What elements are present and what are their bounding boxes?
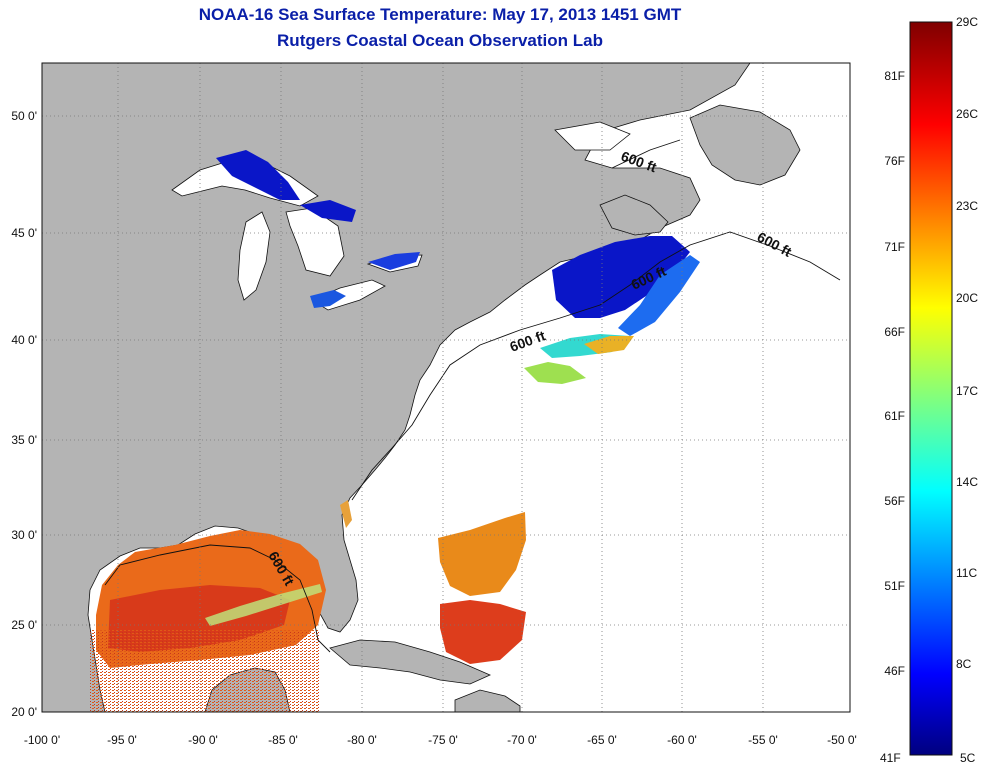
lon-tick-label: -65 0' — [587, 733, 617, 747]
land-north-america — [42, 63, 751, 712]
sst-loop-current-streak — [205, 584, 322, 626]
land-newfoundland — [689, 104, 801, 186]
lat-tick-label: 30 0' — [11, 528, 37, 542]
land-hispaniola — [454, 689, 521, 712]
sst-lake-erie — [310, 290, 346, 308]
celsius-label: 5C — [960, 751, 976, 765]
lake-michigan — [237, 211, 271, 301]
longitude-axis: -100 0' -95 0' -90 0' -85 0' -80 0' -75 … — [24, 733, 857, 747]
map-grid — [42, 63, 850, 712]
map-subtitle: Rutgers Coastal Ocean Observation Lab — [277, 31, 603, 50]
fahrenheit-label: 61F — [884, 409, 905, 423]
gulf-st-lawrence — [554, 121, 631, 151]
celsius-label: 8C — [956, 657, 972, 671]
sst-sargasso-north — [438, 512, 526, 596]
lat-tick-label: 20 0' — [11, 705, 37, 719]
lon-tick-label: -80 0' — [347, 733, 377, 747]
fahrenheit-label: 56F — [884, 494, 905, 508]
sst-lake-superior — [216, 150, 300, 200]
fahrenheit-label: 51F — [884, 579, 905, 593]
sst-sargasso-south — [440, 600, 526, 664]
map-frame — [41, 62, 851, 713]
celsius-label: 20C — [956, 291, 978, 305]
lat-tick-label: 25 0' — [11, 618, 37, 632]
celsius-label: 17C — [956, 384, 978, 398]
colorbar-celsius-labels: 29C 26C 23C 20C 17C 14C 11C 8C 5C — [956, 15, 978, 765]
celsius-label: 29C — [956, 15, 978, 29]
sst-slope-patches — [524, 362, 586, 384]
fahrenheit-label: 66F — [884, 325, 905, 339]
lat-tick-label: 50 0' — [11, 109, 37, 123]
celsius-label: 23C — [956, 199, 978, 213]
lon-tick-label: -70 0' — [507, 733, 537, 747]
latitude-axis: 50 0' 45 0' 40 0' 35 0' 30 0' 25 0' 20 0… — [11, 109, 37, 719]
sst-gulf-speckle — [90, 630, 320, 712]
lat-tick-label: 35 0' — [11, 433, 37, 447]
fahrenheit-label: 71F — [884, 240, 905, 254]
colorbar-fahrenheit-labels: 81F 76F 71F 66F 61F 56F 51F 46F 41F — [880, 69, 905, 765]
lon-tick-label: -100 0' — [24, 733, 60, 747]
lon-tick-label: -75 0' — [428, 733, 458, 747]
temperature-colorbar — [909, 21, 953, 756]
lon-tick-label: -55 0' — [748, 733, 778, 747]
sst-gulf-of-maine — [552, 236, 690, 318]
celsius-label: 14C — [956, 475, 978, 489]
land-nova-scotia — [599, 194, 669, 236]
fahrenheit-label: 41F — [880, 751, 901, 765]
sst-georgian-bay — [300, 200, 356, 222]
lon-tick-label: -60 0' — [667, 733, 697, 747]
fahrenheit-label: 46F — [884, 664, 905, 678]
sst-scotian-slope — [618, 255, 700, 336]
sst-lake-ontario — [368, 252, 420, 270]
lon-tick-label: -50 0' — [827, 733, 857, 747]
sst-florida-coast — [340, 500, 352, 528]
fahrenheit-label: 76F — [884, 154, 905, 168]
land-cuba — [329, 639, 491, 685]
lat-tick-label: 45 0' — [11, 226, 37, 240]
celsius-label: 11C — [956, 566, 977, 580]
lon-tick-label: -90 0' — [188, 733, 218, 747]
map-title: NOAA-16 Sea Surface Temperature: May 17,… — [198, 5, 682, 24]
celsius-label: 26C — [956, 107, 978, 121]
lon-tick-label: -85 0' — [268, 733, 298, 747]
lat-tick-label: 40 0' — [11, 333, 37, 347]
fahrenheit-label: 81F — [884, 69, 905, 83]
sst-gulf-stream-warm — [584, 336, 634, 354]
lon-tick-label: -95 0' — [107, 733, 137, 747]
